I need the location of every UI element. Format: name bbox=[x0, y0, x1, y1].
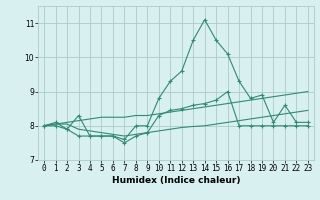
X-axis label: Humidex (Indice chaleur): Humidex (Indice chaleur) bbox=[112, 176, 240, 185]
